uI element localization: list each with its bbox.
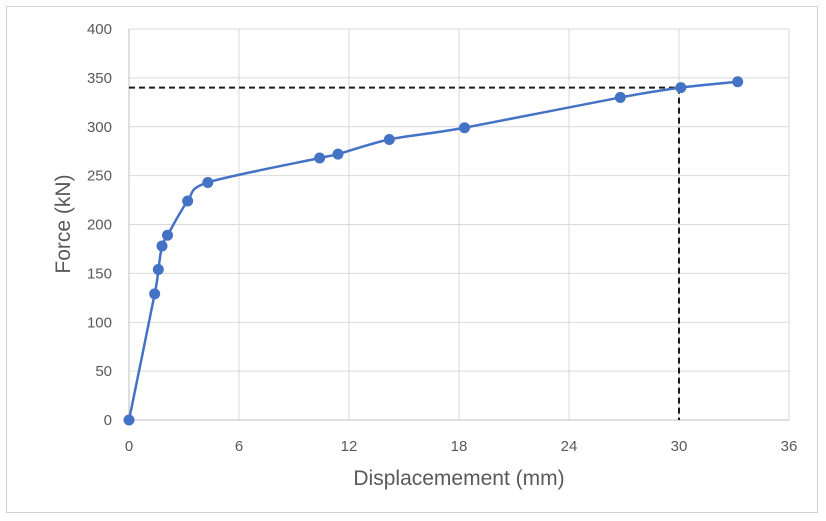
y-tick-label: 0: [104, 412, 112, 429]
y-tick-label: 400: [87, 21, 112, 38]
data-point: [459, 122, 470, 134]
data-point: [149, 288, 161, 300]
series-line: [127, 80, 738, 421]
y-tick-label: 50: [95, 363, 112, 380]
data-point: [202, 176, 214, 188]
y-tick-label: 200: [87, 217, 112, 234]
data-series: [123, 76, 744, 426]
data-point: [152, 263, 164, 275]
x-tick-label: 30: [671, 438, 688, 455]
x-tick-label: 12: [341, 438, 358, 455]
data-point: [162, 229, 173, 241]
y-tick-label: 250: [87, 168, 112, 185]
x-tick-label: 18: [451, 438, 468, 455]
x-tick-label: 0: [125, 438, 133, 455]
data-point: [156, 240, 168, 252]
reference-lines: [129, 86, 680, 420]
data-point: [614, 91, 626, 103]
data-point: [383, 133, 395, 145]
y-axis-title: Force (kN): [52, 174, 75, 273]
x-tick-label: 6: [235, 438, 243, 455]
y-tick-label: 100: [87, 314, 112, 331]
x-tick-label: 24: [561, 438, 578, 455]
tick-labels: 0 50 100 150 200 250 300 350 400 0 6 12 18 24 30 36: [87, 21, 797, 455]
y-tick-label: 150: [87, 265, 112, 282]
y-tick-label: 300: [87, 119, 112, 136]
data-point: [314, 152, 326, 164]
data-point: [732, 76, 744, 88]
data-point: [123, 414, 135, 426]
data-point: [675, 82, 687, 94]
x-axis-title: Displacemement (mm): [353, 467, 564, 490]
data-point: [332, 148, 344, 160]
data-point: [182, 195, 194, 207]
x-tick-label: 36: [781, 438, 798, 455]
y-tick-label: 350: [87, 70, 112, 87]
